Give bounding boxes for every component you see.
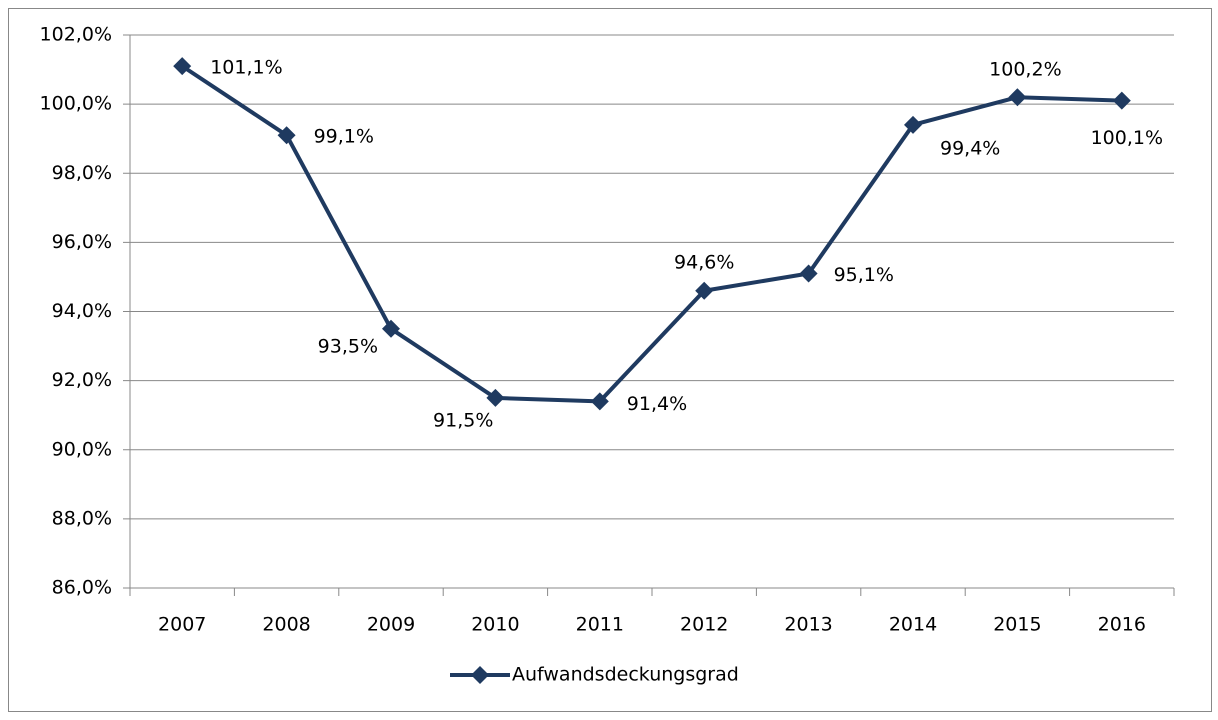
legend-label: Aufwandsdeckungsgrad <box>512 664 739 686</box>
y-tick-label: 86,0% <box>52 577 112 599</box>
x-tick-label: 2009 <box>367 614 415 636</box>
data-label: 99,4% <box>940 137 1000 159</box>
data-label: 100,1% <box>1091 127 1163 149</box>
y-tick-label: 96,0% <box>52 231 112 253</box>
data-label: 95,1% <box>834 264 894 286</box>
data-point <box>1008 88 1027 107</box>
x-tick-label: 2016 <box>1098 614 1146 636</box>
data-label: 91,4% <box>627 393 687 415</box>
data-point <box>904 115 922 134</box>
y-tick-label: 90,0% <box>52 438 112 460</box>
data-point <box>799 264 818 283</box>
y-tick-label: 100,0% <box>40 93 112 115</box>
x-tick-label: 2012 <box>680 614 728 636</box>
x-tick-label: 2010 <box>471 614 519 636</box>
x-tick-label: 2011 <box>576 614 624 636</box>
data-label: 91,5% <box>433 409 493 431</box>
data-point <box>382 319 400 338</box>
data-label: 99,1% <box>314 126 374 148</box>
data-point <box>173 57 192 76</box>
x-tick-label: 2014 <box>889 614 937 636</box>
x-tick-label: 2015 <box>993 614 1041 636</box>
data-label: 94,6% <box>674 251 734 273</box>
data-label: 100,2% <box>989 59 1061 81</box>
y-tick-label: 94,0% <box>52 300 112 322</box>
chart-border <box>8 8 1212 712</box>
y-tick-label: 88,0% <box>52 507 112 529</box>
x-tick-label: 2013 <box>784 614 832 636</box>
y-tick-label: 102,0% <box>40 24 112 46</box>
series-line <box>181 64 1122 404</box>
data-point <box>486 388 505 407</box>
y-tick-label: 92,0% <box>52 369 112 391</box>
x-tick-label: 2008 <box>262 614 310 636</box>
data-point <box>1112 91 1131 110</box>
data-label: 101,1% <box>210 57 282 79</box>
data-label: 93,5% <box>318 335 378 357</box>
data-point <box>695 281 714 300</box>
x-tick-label: 2007 <box>158 614 206 636</box>
legend-marker <box>471 666 489 684</box>
y-tick-label: 98,0% <box>52 162 112 184</box>
data-point <box>590 392 609 411</box>
data-point <box>277 126 296 145</box>
